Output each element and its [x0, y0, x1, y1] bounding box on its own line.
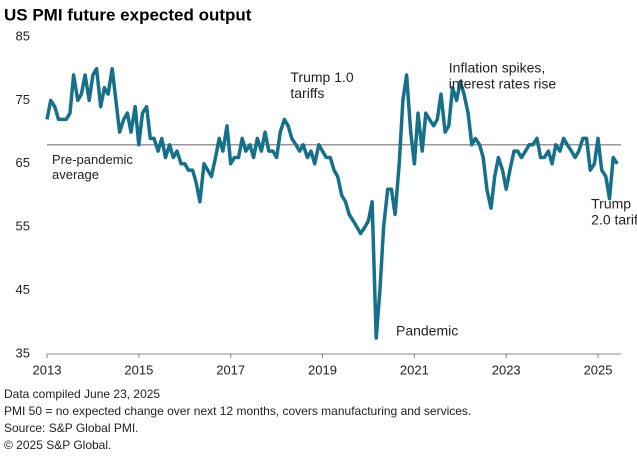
annotation: 2.0 tariffs [591, 212, 637, 228]
y-tick-label: 35 [16, 345, 30, 360]
reference-label: Pre-pandemic [52, 152, 133, 167]
footnote: Data compiled June 23, 2025 [4, 387, 160, 401]
x-tick-label: 2019 [308, 362, 337, 377]
annotation: tariffs [290, 85, 324, 101]
annotation: interest rates rise [449, 75, 557, 91]
footnote: Source: S&P Global PMI. [4, 421, 139, 435]
y-tick-label: 65 [16, 155, 30, 170]
footnote: © 2025 S&P Global. [4, 438, 111, 452]
x-tick-label: 2015 [124, 362, 153, 377]
series-line [45, 66, 619, 340]
annotation: Trump [591, 196, 631, 212]
y-tick-label: 55 [16, 219, 30, 234]
x-tick-label: 2021 [400, 362, 429, 377]
reference-label: average [52, 167, 99, 182]
x-tick-label: 2017 [216, 362, 245, 377]
x-tick-label: 2025 [584, 362, 613, 377]
x-tick-label: 2023 [492, 362, 521, 377]
annotation: Trump 1.0 [290, 69, 353, 85]
y-tick-label: 75 [16, 92, 30, 107]
annotation: Pandemic [396, 323, 458, 339]
annotation: Inflation spikes, [449, 59, 546, 75]
y-tick-label: 85 [16, 28, 30, 43]
chart-title: US PMI future expected output [4, 5, 252, 24]
x-tick-label: 2013 [33, 362, 62, 377]
footnote: PMI 50 = no expected change over next 12… [4, 404, 471, 418]
y-tick-label: 45 [16, 282, 30, 297]
